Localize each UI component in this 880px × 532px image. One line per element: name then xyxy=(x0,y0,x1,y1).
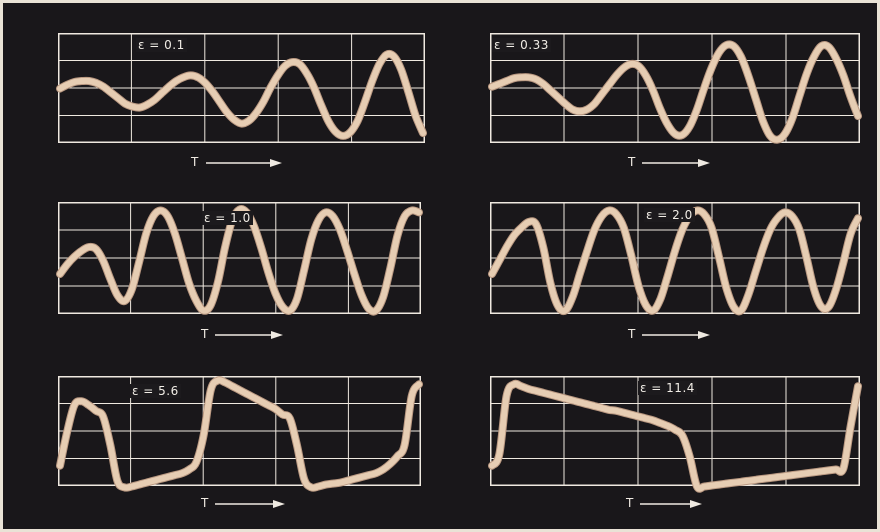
time-arrow-icon xyxy=(642,331,710,339)
chart-panel: T ε = 0.33 xyxy=(488,33,862,169)
chart-panel: T ε = 5.6 xyxy=(56,376,423,510)
x-axis-label: T xyxy=(191,155,199,169)
chart-title: ε = 5.6 xyxy=(130,384,181,398)
chart-plot xyxy=(56,202,423,316)
oscillation-trace xyxy=(489,41,861,143)
chart-title: ε = 1.0 xyxy=(202,211,253,225)
oscillation-trace xyxy=(489,380,861,492)
time-arrow-icon xyxy=(642,159,710,167)
chart-plot xyxy=(56,376,423,492)
oscillation-trace xyxy=(489,207,861,315)
x-axis-label: T xyxy=(201,496,209,510)
chart-plot xyxy=(488,376,862,493)
time-arrow-icon xyxy=(215,500,285,508)
chart-panel: T ε = 0.1 xyxy=(56,33,427,169)
time-arrow-icon xyxy=(206,159,282,167)
oscillation-trace xyxy=(57,206,422,315)
chart-panel: T ε = 11.4 xyxy=(488,376,862,510)
x-axis-label: T xyxy=(626,496,634,510)
chart-plot xyxy=(488,202,862,316)
time-arrow-icon xyxy=(640,500,702,508)
x-axis-label: T xyxy=(201,327,209,341)
oscillation-trace xyxy=(57,50,426,139)
time-arrow-icon xyxy=(215,331,283,339)
chart-panel: T ε = 1.0 xyxy=(56,202,423,341)
chart-panel: T ε = 2.0 xyxy=(488,202,862,341)
oscillation-trace xyxy=(57,377,422,491)
chart-title: ε = 0.33 xyxy=(492,38,551,52)
x-axis-label: T xyxy=(628,155,636,169)
chart-title: ε = 0.1 xyxy=(136,38,187,52)
oscillogram-figure: T ε = 0.1 T ε = 0.33 T ε = 1.0 T ε = 2.0 xyxy=(3,3,877,529)
chart-title: ε = 2.0 xyxy=(644,208,695,222)
chart-title: ε = 11.4 xyxy=(638,381,697,395)
x-axis-label: T xyxy=(628,327,636,341)
chart-plot xyxy=(56,33,427,143)
chart-plot xyxy=(488,33,862,144)
